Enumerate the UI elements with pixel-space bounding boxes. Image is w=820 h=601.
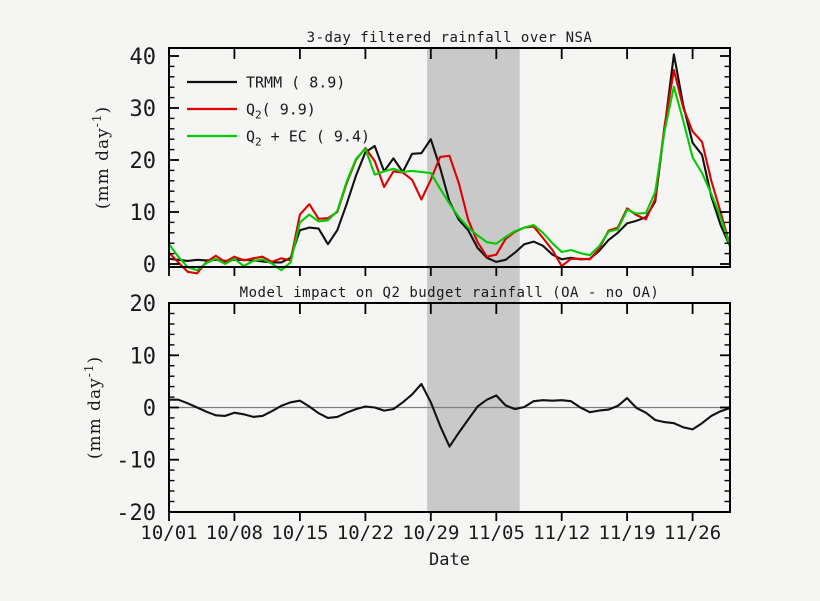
y-tick-label: 0 bbox=[143, 397, 156, 422]
rainfall-panel: 0 10 20 30 40 3-day filtered rainfall over NS… bbox=[90, 30, 732, 278]
y-tick-label: 10 bbox=[130, 201, 157, 226]
x-tick-label: 10/29 bbox=[402, 522, 459, 544]
trmm-legend-label: TRMM ( 8.9) bbox=[246, 74, 345, 92]
rainfall-title: 3-day filtered rainfall over NSA bbox=[307, 30, 593, 46]
x-tick-label: 11/05 bbox=[468, 522, 525, 544]
x-axis-label: Date bbox=[429, 550, 470, 570]
y-tick-label: 40 bbox=[130, 45, 157, 70]
y-tick-label: 20 bbox=[130, 149, 157, 174]
x-tick-label: 10/15 bbox=[271, 522, 328, 544]
x-tick-label: 10/22 bbox=[337, 522, 394, 544]
x-tick-label: 10/01 bbox=[140, 522, 197, 544]
oa-shaded-band bbox=[427, 48, 520, 512]
y-tick-label: 10 bbox=[130, 344, 157, 369]
y-axis-label: (mm day-1) bbox=[82, 356, 105, 459]
y-tick-label: 20 bbox=[130, 292, 157, 317]
x-tick-label: 11/26 bbox=[664, 522, 721, 544]
y-tick-label: 0 bbox=[143, 253, 156, 278]
x-tick-label: 11/19 bbox=[598, 522, 655, 544]
q2-ec-legend-label: Q2 + EC ( 9.4) bbox=[246, 128, 370, 149]
q2-series-line bbox=[167, 68, 732, 275]
impact-series-line bbox=[167, 382, 732, 448]
panel-frame bbox=[168, 47, 731, 268]
y-tick-label: -10 bbox=[116, 449, 156, 474]
y-tick-label: -20 bbox=[116, 501, 156, 526]
q2-ec-series-line bbox=[167, 85, 732, 272]
impact-panel: -20 -10 0 10 20 Model impact on Q2 budget rai… bbox=[82, 285, 732, 526]
q2-legend-label: Q2( 9.9) bbox=[246, 101, 316, 122]
y-axis-label: (mm day-1) bbox=[90, 106, 113, 209]
x-tick-label: 10/08 bbox=[206, 522, 263, 544]
x-tick-label: 11/12 bbox=[533, 522, 590, 544]
trmm-series-line bbox=[167, 53, 732, 264]
impact-title: Model impact on Q2 budget rainfall (OA -… bbox=[240, 285, 660, 301]
legend: TRMM ( 8.9) Q2( 9.9) Q2 + EC ( 9.4) bbox=[187, 74, 370, 149]
y-tick-label: 30 bbox=[130, 97, 157, 122]
